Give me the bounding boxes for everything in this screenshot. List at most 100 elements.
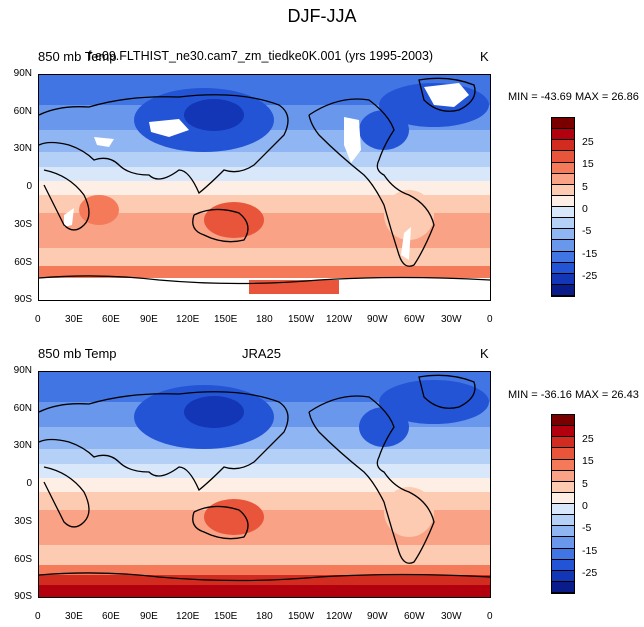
lat-label: 90N (13, 365, 32, 376)
lat-label: 30N (13, 143, 32, 154)
colorbar-swatch (552, 448, 574, 460)
lat-label: 60N (13, 106, 32, 117)
panel-variable-label: 850 mb Temp (38, 49, 117, 64)
lon-label: 120E (176, 314, 200, 325)
colorbar-swatch (552, 581, 574, 593)
colorbar-label: -25 (582, 270, 598, 282)
lat-label: 90N (13, 68, 32, 79)
lon-label: 150W (288, 611, 315, 622)
lat-label: 0 (26, 181, 32, 192)
lon-label: 150W (288, 314, 315, 325)
temperature-bands (39, 75, 490, 300)
coastlines (39, 77, 490, 285)
colorbar-label: 15 (582, 455, 594, 467)
lon-label: 30W (441, 611, 462, 622)
min-max-label: MIN = -43.69 MAX = 26.86 (508, 91, 639, 103)
contour-map (38, 74, 491, 301)
colorbar: 25 15 5 0 -5 -15 -25 (551, 414, 641, 594)
panel-case-label: f.e09.FLTHIST_ne30.cam7_zm_tiedke0K.001 … (88, 49, 434, 63)
colorbar-swatch (552, 537, 574, 549)
missing-data-masks (64, 83, 469, 260)
lon-label: 150E (214, 611, 238, 622)
lon-label: 90W (367, 314, 388, 325)
colorbar-swatch (552, 492, 574, 504)
colorbar-label: 15 (582, 158, 594, 170)
lon-label: 120W (326, 611, 353, 622)
colorbar-swatch (552, 129, 574, 141)
colorbar-swatch (552, 140, 574, 152)
colorbar-swatches (551, 117, 575, 297)
lon-label: 60E (102, 611, 120, 622)
lon-label: 0 (487, 314, 493, 325)
lon-label: 120W (326, 314, 353, 325)
colorbar-swatch (552, 515, 574, 527)
lon-label: 0 (487, 611, 493, 622)
colorbar-swatches (551, 414, 575, 594)
colorbar-swatch (552, 207, 574, 219)
lon-label: 0 (35, 611, 41, 622)
colorbar-swatch (552, 273, 574, 285)
colorbar-swatch (552, 459, 574, 471)
lat-label: 60S (14, 554, 32, 565)
panel-units-label: K (480, 346, 489, 361)
lon-label: 180 (256, 611, 273, 622)
min-max-label: MIN = -36.16 MAX = 26.43 (508, 389, 639, 401)
colorbar-swatch (552, 284, 574, 296)
figure-title: DJF-JJA (287, 6, 357, 26)
colorbar: 25 15 5 0 -5 -15 -25 (551, 117, 641, 297)
colorbar-swatch (552, 504, 574, 516)
colorbar-swatch (552, 195, 574, 207)
coastlines (39, 374, 490, 582)
colorbar-label: 5 (582, 478, 588, 490)
colorbar-swatch (552, 470, 574, 482)
lon-label: 60E (102, 314, 120, 325)
colorbar-label: -5 (582, 522, 592, 534)
colorbar-label: 25 (582, 136, 594, 148)
lat-label: 60S (14, 257, 32, 268)
lon-axis-labels: 0 30E 60E 90E 120E 150E 180 150W 120W 90… (35, 314, 493, 328)
colorbar-label: -15 (582, 545, 598, 557)
lat-label: 0 (26, 478, 32, 489)
lon-label: 60W (404, 611, 425, 622)
panel-units-label: K (480, 49, 489, 64)
colorbar-swatch (552, 559, 574, 571)
colorbar-label: -15 (582, 248, 598, 260)
lat-label: 90S (14, 294, 32, 305)
lat-label: 60N (13, 403, 32, 414)
colorbar-swatch (552, 229, 574, 241)
colorbar-swatch (552, 184, 574, 196)
colorbar-swatch (552, 548, 574, 560)
lat-axis-labels: 90N 60N 30N 0 30S 60S 90S (0, 68, 38, 305)
contour-map (38, 371, 491, 598)
colorbar-swatch (552, 415, 574, 427)
colorbar-label: 0 (582, 500, 588, 512)
colorbar-swatch (552, 240, 574, 252)
colorbar-swatch (552, 426, 574, 438)
lat-label: 30N (13, 440, 32, 451)
lon-label: 30E (65, 314, 83, 325)
panel-variable-label: 850 mb Temp (38, 346, 117, 361)
map-field (39, 372, 490, 597)
colorbar-swatch (552, 151, 574, 163)
lon-label: 180 (256, 314, 273, 325)
lon-label: 90W (367, 611, 388, 622)
colorbar-swatch (552, 218, 574, 230)
lon-label: 90E (140, 611, 158, 622)
lon-label: 120E (176, 611, 200, 622)
colorbar-label: -5 (582, 225, 592, 237)
colorbar-label: -25 (582, 567, 598, 579)
colorbar-swatch (552, 526, 574, 538)
lon-label: 90E (140, 314, 158, 325)
colorbar-swatch (552, 437, 574, 449)
colorbar-label: 0 (582, 203, 588, 215)
colorbar-label: 5 (582, 181, 588, 193)
panel-case-label: JRA25 (242, 346, 282, 361)
colorbar-swatch (552, 481, 574, 493)
colorbar-swatch (552, 173, 574, 185)
lat-label: 90S (14, 591, 32, 602)
colorbar-swatch (552, 118, 574, 130)
temperature-bands (39, 372, 490, 597)
map-field (39, 75, 490, 300)
lon-axis-labels: 0 30E 60E 90E 120E 150E 180 150W 120W 90… (35, 611, 493, 625)
lon-label: 60W (404, 314, 425, 325)
